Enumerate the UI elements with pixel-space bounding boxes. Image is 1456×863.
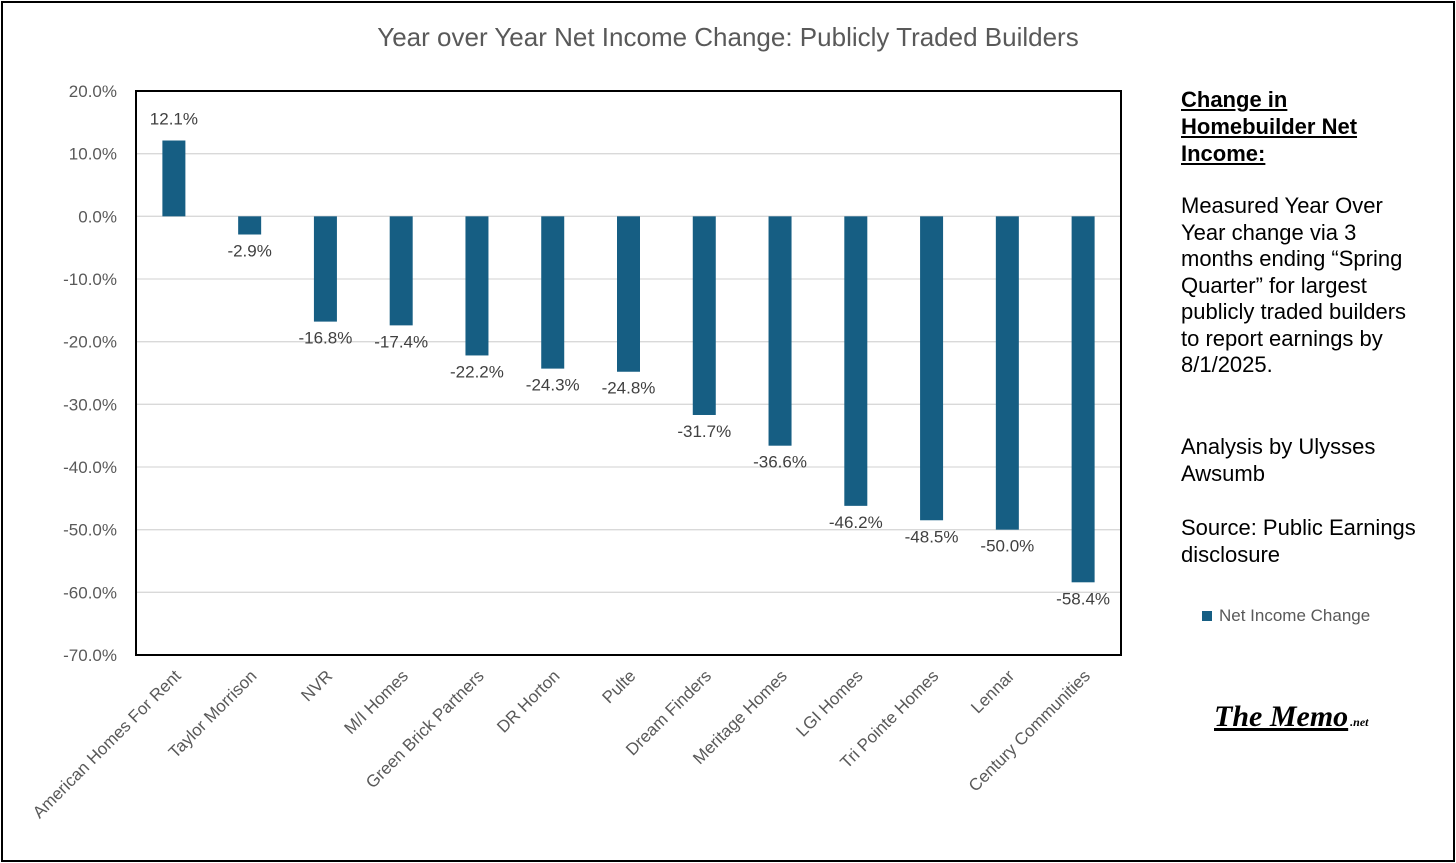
bar: [1071, 216, 1095, 583]
y-tick-label: -10.0%: [63, 270, 117, 289]
x-tick-label: Lennar: [967, 666, 1018, 717]
logo-suffix: .net: [1350, 715, 1369, 729]
y-tick-label: -70.0%: [63, 646, 117, 665]
logo-text: The Memo: [1214, 700, 1349, 733]
bar: [313, 216, 337, 322]
data-label: -16.8%: [298, 329, 352, 348]
bar: [768, 216, 792, 446]
chart-title: Year over Year Net Income Change: Public…: [377, 22, 1079, 52]
data-label: -2.9%: [227, 242, 271, 261]
y-tick-label: 10.0%: [69, 145, 117, 164]
y-tick-label: -20.0%: [63, 333, 117, 352]
data-label: -31.7%: [677, 422, 731, 441]
data-label: -24.3%: [526, 376, 580, 395]
bar: [541, 216, 565, 369]
bar: [238, 216, 262, 235]
y-tick-label: -40.0%: [63, 458, 117, 477]
data-label: -50.0%: [980, 537, 1034, 556]
bar: [162, 140, 186, 217]
data-label: -17.4%: [374, 332, 428, 351]
bar: [692, 216, 716, 415]
the-memo-logo: The Memo .net: [1214, 700, 1369, 734]
x-tick-label: NVR: [297, 666, 336, 705]
data-label: -48.5%: [905, 527, 959, 546]
data-label: -24.8%: [602, 379, 656, 398]
x-tick-label: DR Horton: [493, 666, 563, 736]
y-tick-label: 0.0%: [78, 207, 117, 226]
bar: [617, 216, 640, 372]
sidebar-heading: Change in Homebuilder Net Income:: [1181, 87, 1358, 166]
data-label: -58.4%: [1056, 589, 1110, 608]
bar: [844, 216, 868, 506]
sidebar-analysis-credit: Analysis by Ulysses Awsumb: [1181, 434, 1376, 486]
bar: [465, 216, 489, 356]
sidebar-source: Source: Public Earnings disclosure: [1181, 515, 1416, 567]
data-label: -46.2%: [829, 513, 883, 532]
y-tick-label: -60.0%: [63, 583, 117, 602]
plot-area-border: [135, 90, 1122, 656]
legend-label: Net Income Change: [1219, 606, 1371, 625]
data-label: -22.2%: [450, 362, 504, 381]
bar: [995, 216, 1019, 530]
data-label: 12.1%: [150, 110, 198, 129]
x-tick-label: LGI Homes: [792, 666, 866, 740]
y-tick-label: -30.0%: [63, 395, 117, 414]
x-tick-label: American Homes For Rent: [29, 666, 185, 822]
y-tick-label: -50.0%: [63, 521, 117, 540]
data-label: -36.6%: [753, 453, 807, 472]
legend-swatch: [1202, 611, 1212, 621]
bar: [389, 216, 413, 326]
sidebar-description: Measured Year Over Year change via 3 mon…: [1181, 193, 1407, 377]
x-tick-label: M/I Homes: [340, 666, 412, 738]
y-tick-label: 20.0%: [69, 82, 117, 101]
bar: [920, 216, 944, 521]
x-tick-label: Pulte: [598, 666, 639, 707]
